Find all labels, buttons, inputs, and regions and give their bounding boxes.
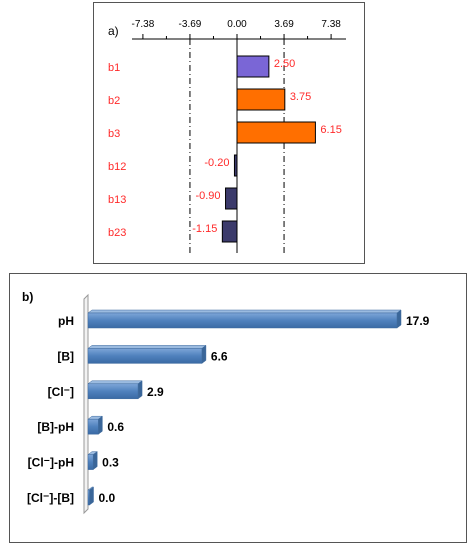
axis-wall <box>83 293 89 515</box>
category-label: b13 <box>108 194 126 206</box>
axis-tick-label: 7.38 <box>321 19 341 30</box>
bar-side-face <box>396 309 402 329</box>
bar-side-face <box>89 486 94 506</box>
chart-b-svg: b) pH 17.9 [B] 6.6 [Cl⁻] 2.9 [B]-pH 0.6 [Cl⁻]-pH 0… <box>22 290 430 515</box>
category-label: [Cl⁻] <box>48 385 74 399</box>
value-label: 3.75 <box>290 91 311 103</box>
category-label: b23 <box>108 227 126 239</box>
bar-side-face <box>92 451 98 471</box>
axis-tick-label: 3.69 <box>274 19 294 30</box>
bar-side-face <box>201 344 207 364</box>
category-label: [B] <box>57 349 74 363</box>
bar <box>236 55 270 78</box>
bar <box>225 187 238 210</box>
value-label: -1.15 <box>192 223 217 235</box>
bar <box>87 348 203 364</box>
value-label: 6.15 <box>320 124 341 136</box>
bar-side-face <box>137 380 143 400</box>
bar-side-face <box>98 415 103 435</box>
category-label: [Cl⁻]-pH <box>28 456 74 470</box>
value-label: 0.3 <box>102 456 119 470</box>
category-label: b2 <box>108 95 120 107</box>
axis-tick-label: -3.69 <box>179 19 202 30</box>
panel-a-label: a) <box>108 24 119 38</box>
axis-tick-label: 0.00 <box>227 19 247 30</box>
bar-top-face <box>87 309 402 314</box>
category-label: b12 <box>108 161 126 173</box>
bar <box>87 418 99 435</box>
category-label: b1 <box>108 62 120 74</box>
bar <box>221 220 238 243</box>
category-label: pH <box>58 314 74 328</box>
value-label: -0.90 <box>195 190 220 202</box>
category-label: [B]-pH <box>37 420 74 434</box>
bar-top-face <box>87 345 207 349</box>
category-label: [Cl⁻]-[B] <box>27 491 74 505</box>
chart-a-svg: a) -7.38 -3.69 0.00 3.69 7.38 b1 2.50 b2 3.75 b3 6.… <box>108 19 346 253</box>
bar <box>236 88 286 111</box>
panel-b-label: b) <box>22 290 33 304</box>
chart-b-panel: b) pH 17.9 [B] 6.6 [Cl⁻] 2.9 [B]-pH 0.6 [Cl⁻]-pH 0… <box>9 273 467 543</box>
value-label: 2.9 <box>147 385 164 399</box>
value-label: -0.20 <box>204 157 229 169</box>
bar <box>233 154 238 177</box>
axis-tick-label: -7.38 <box>132 19 155 30</box>
value-label: 0.0 <box>99 491 116 505</box>
bar <box>87 312 398 329</box>
value-label: 2.50 <box>274 58 295 70</box>
value-label: 0.6 <box>107 420 124 434</box>
bar <box>87 383 139 400</box>
bar <box>236 121 316 144</box>
bar-top-face <box>87 380 143 385</box>
value-label: 6.6 <box>211 349 228 363</box>
bar <box>87 489 90 506</box>
chart-a-panel: a) -7.38 -3.69 0.00 3.69 7.38 b1 2.50 b2 3.75 b3 6.… <box>93 2 365 264</box>
value-label: 17.9 <box>406 314 430 328</box>
bar <box>87 454 94 470</box>
category-label: b3 <box>108 128 120 140</box>
